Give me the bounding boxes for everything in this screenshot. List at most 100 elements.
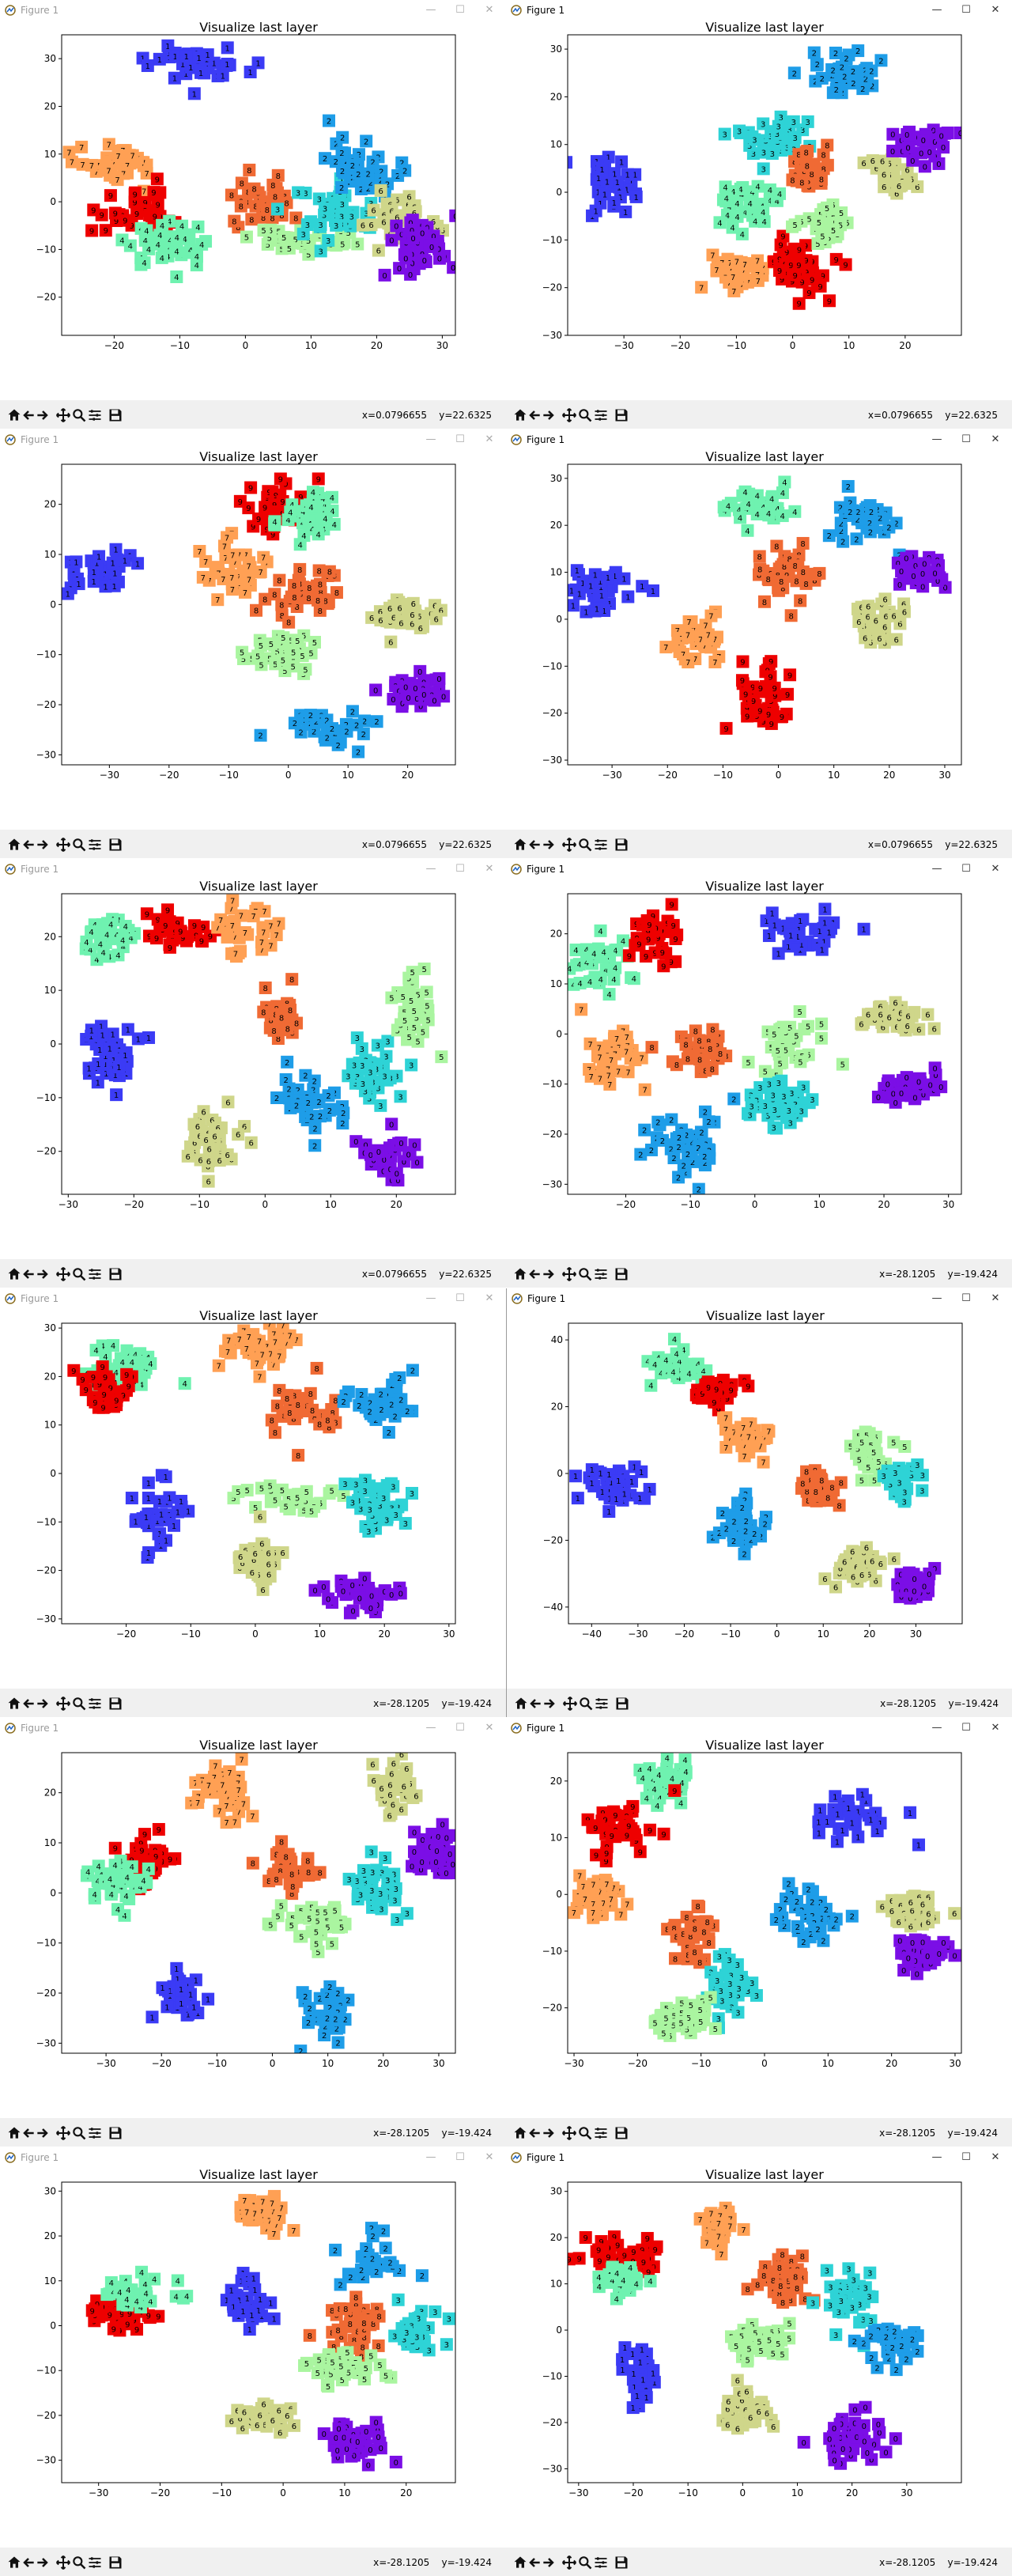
minimize-button[interactable]: — xyxy=(425,433,436,445)
save-icon[interactable] xyxy=(106,406,125,425)
zoom-icon[interactable] xyxy=(70,1265,89,1284)
zoom-icon[interactable] xyxy=(70,2124,89,2143)
back-icon[interactable] xyxy=(526,1694,545,1713)
forward-icon[interactable] xyxy=(539,835,558,854)
configure-icon[interactable] xyxy=(591,2553,610,2572)
maximize-button[interactable]: ☐ xyxy=(455,863,465,875)
minimize-button[interactable]: — xyxy=(931,1722,942,1734)
scatter-chart[interactable]: Visualize last layer11111111111111111111… xyxy=(506,450,1012,830)
forward-icon[interactable] xyxy=(539,406,558,425)
figure-canvas[interactable]: Visualize last layer77777777777777777777… xyxy=(0,1738,506,2118)
maximize-button[interactable]: ☐ xyxy=(961,1722,971,1734)
title-bar[interactable]: Figure 1— ☐ ✕ xyxy=(0,0,506,21)
scatter-chart[interactable]: Visualize last layer44444444444444444444… xyxy=(506,879,1012,1259)
back-icon[interactable] xyxy=(525,835,544,854)
scatter-chart[interactable]: Visualize last layer11111111111111111111… xyxy=(0,450,506,830)
pan-icon[interactable] xyxy=(560,2124,579,2143)
save-icon[interactable] xyxy=(106,2553,125,2572)
minimize-button[interactable]: — xyxy=(425,2151,436,2163)
home-icon[interactable] xyxy=(5,835,24,854)
forward-icon[interactable] xyxy=(539,2553,558,2572)
forward-icon[interactable] xyxy=(33,1265,52,1284)
title-bar[interactable]: Figure 1— ☐ ✕ xyxy=(0,1288,506,1309)
home-icon[interactable] xyxy=(5,2124,24,2143)
pan-icon[interactable] xyxy=(54,406,73,425)
title-bar[interactable]: Figure 1— ☐ ✕ xyxy=(506,2147,1012,2168)
close-button[interactable]: ✕ xyxy=(991,1722,1000,1734)
save-icon[interactable] xyxy=(106,835,125,854)
configure-icon[interactable] xyxy=(591,1265,610,1284)
configure-icon[interactable] xyxy=(591,835,610,854)
pan-icon[interactable] xyxy=(560,835,579,854)
title-bar[interactable]: Figure 1— ☐ ✕ xyxy=(0,859,506,879)
pan-icon[interactable] xyxy=(560,1265,579,1284)
save-icon[interactable] xyxy=(612,2124,631,2143)
minimize-button[interactable]: — xyxy=(931,433,942,445)
title-bar[interactable]: Figure 1— ☐ ✕ xyxy=(506,0,1012,21)
configure-icon[interactable] xyxy=(591,2124,610,2143)
home-icon[interactable] xyxy=(511,2124,530,2143)
pan-icon[interactable] xyxy=(54,1265,73,1284)
back-icon[interactable] xyxy=(19,1694,38,1713)
home-icon[interactable] xyxy=(512,1694,531,1713)
home-icon[interactable] xyxy=(511,406,530,425)
back-icon[interactable] xyxy=(525,406,544,425)
maximize-button[interactable]: ☐ xyxy=(455,4,465,16)
scatter-chart[interactable]: Visualize last layer77777777777777777777… xyxy=(0,1738,506,2118)
zoom-icon[interactable] xyxy=(70,406,89,425)
maximize-button[interactable]: ☐ xyxy=(455,2151,465,2163)
home-icon[interactable] xyxy=(5,406,24,425)
forward-icon[interactable] xyxy=(33,2124,52,2143)
forward-icon[interactable] xyxy=(540,1694,559,1713)
home-icon[interactable] xyxy=(511,835,530,854)
maximize-button[interactable]: ☐ xyxy=(961,2151,971,2163)
title-bar[interactable]: Figure 1— ☐ ✕ xyxy=(506,429,1012,450)
title-bar[interactable]: Figure 1— ☐ ✕ xyxy=(506,859,1012,879)
forward-icon[interactable] xyxy=(539,2124,558,2143)
forward-icon[interactable] xyxy=(33,406,52,425)
maximize-button[interactable]: ☐ xyxy=(455,433,465,445)
configure-icon[interactable] xyxy=(591,406,610,425)
scatter-chart[interactable]: Visualize last layer11111111111111111111… xyxy=(0,21,506,400)
save-icon[interactable] xyxy=(106,2124,125,2143)
zoom-icon[interactable] xyxy=(576,2124,595,2143)
minimize-button[interactable]: — xyxy=(931,2151,942,2163)
home-icon[interactable] xyxy=(5,1694,24,1713)
configure-icon[interactable] xyxy=(85,1265,104,1284)
save-icon[interactable] xyxy=(612,406,631,425)
configure-icon[interactable] xyxy=(85,2553,104,2572)
figure-canvas[interactable]: Visualize last layer44444444444444444444… xyxy=(0,879,506,1259)
minimize-button[interactable]: — xyxy=(425,1292,436,1304)
title-bar[interactable]: Figure 1— ☐ ✕ xyxy=(0,429,506,450)
forward-icon[interactable] xyxy=(539,1265,558,1284)
configure-icon[interactable] xyxy=(592,1694,611,1713)
configure-icon[interactable] xyxy=(85,406,104,425)
title-bar[interactable]: Figure 1— ☐ ✕ xyxy=(507,1288,1012,1309)
figure-canvas[interactable]: Visualize last layer 2 2 2 2 2 2 2 2 2 2 2 2 2 2 2 2 2 2 2 2… xyxy=(506,21,1012,400)
figure-canvas[interactable]: Visualize last layer44444444444444444444… xyxy=(506,1738,1012,2118)
minimize-button[interactable]: — xyxy=(931,1292,942,1304)
scatter-chart[interactable]: Visualize last layer44444444444444444444… xyxy=(507,1309,1012,1689)
zoom-icon[interactable] xyxy=(576,1694,595,1713)
pan-icon[interactable] xyxy=(54,1694,73,1713)
close-button[interactable]: ✕ xyxy=(991,433,1000,445)
close-button[interactable]: ✕ xyxy=(485,4,494,16)
figure-canvas[interactable]: Visualize last layer77777777777777777777… xyxy=(0,2168,506,2548)
figure-canvas[interactable]: Visualize last layer11111111111111111111… xyxy=(0,450,506,830)
scatter-chart[interactable]: Visualize last layer99999999999999999999… xyxy=(506,2168,1012,2548)
save-icon[interactable] xyxy=(613,1694,632,1713)
close-button[interactable]: ✕ xyxy=(485,1292,494,1304)
pan-icon[interactable] xyxy=(560,406,579,425)
minimize-button[interactable]: — xyxy=(931,863,942,875)
scatter-chart[interactable]: Visualize last layer44444444444444444444… xyxy=(506,1738,1012,2118)
back-icon[interactable] xyxy=(525,2124,544,2143)
scatter-chart[interactable]: Visualize last layer44444444444444444444… xyxy=(0,879,506,1259)
zoom-icon[interactable] xyxy=(576,406,595,425)
forward-icon[interactable] xyxy=(33,835,52,854)
maximize-button[interactable]: ☐ xyxy=(961,4,971,16)
close-button[interactable]: ✕ xyxy=(991,2151,1000,2163)
title-bar[interactable]: Figure 1— ☐ ✕ xyxy=(0,2147,506,2168)
home-icon[interactable] xyxy=(511,1265,530,1284)
close-button[interactable]: ✕ xyxy=(485,2151,494,2163)
